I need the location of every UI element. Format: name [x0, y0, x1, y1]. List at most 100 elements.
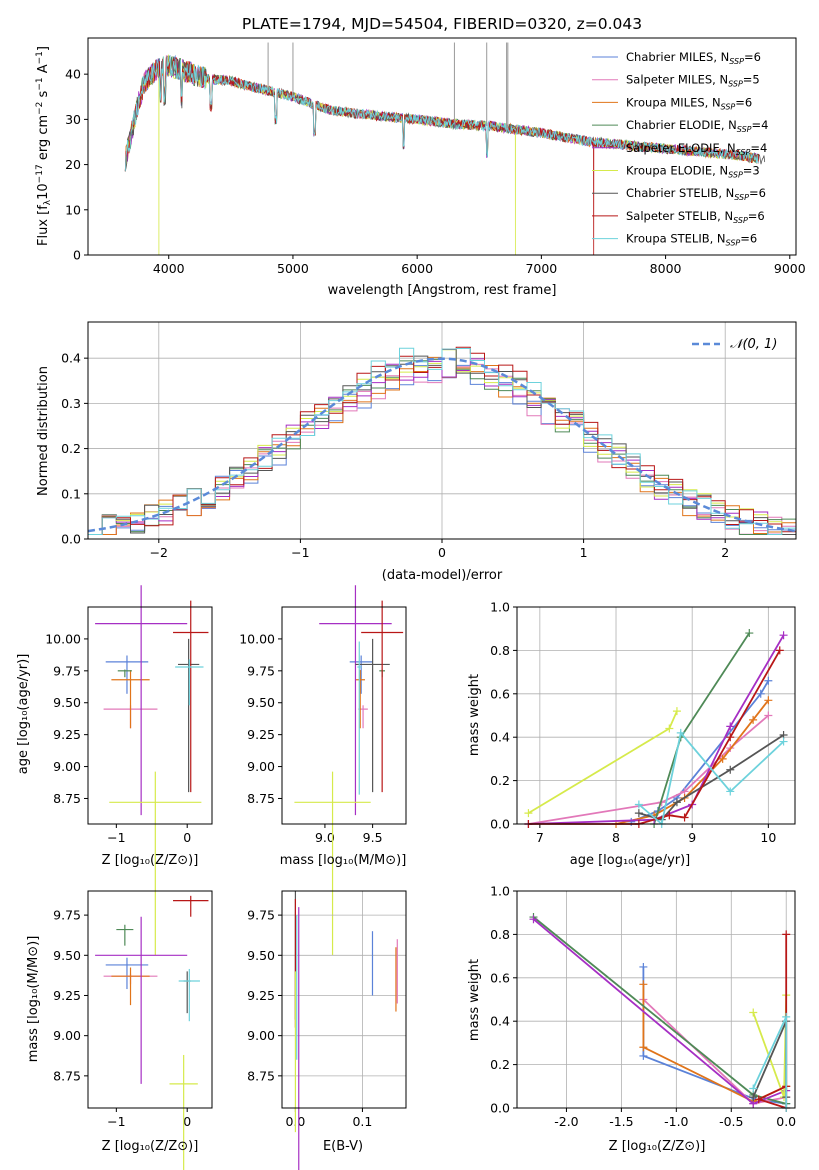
mass-vs-ebv-panel: 0.0 0.18.759.009.259.509.75 — [247, 890, 407, 1170]
x-tick-label: -1.0 — [664, 1114, 688, 1129]
y-tick-label: 0.2 — [61, 441, 81, 456]
y-tick-label: 8.75 — [247, 791, 275, 806]
y-tick-label: 0 — [73, 248, 81, 263]
y-tick-label: 9.25 — [247, 988, 275, 1003]
y-tick-label: 8.75 — [53, 791, 81, 806]
weight-age-marker — [745, 629, 754, 638]
panel-frame — [87, 890, 213, 1109]
weight-age-marker — [672, 798, 681, 807]
y-tick-label: 0.4 — [490, 1014, 510, 1029]
gaussian-curve — [87, 357, 797, 533]
y-tick-label: 8.75 — [53, 1068, 81, 1083]
residual-grid: −2 −1 0 1 2 0.0 0.1 0.2 0.3 0.4 — [61, 322, 796, 560]
weight-age-marker — [672, 707, 681, 716]
x-tick-label: -2.0 — [554, 1114, 578, 1129]
x-tick-label: 6000 — [401, 261, 433, 276]
weight-Z-marker — [639, 1043, 648, 1052]
y-tick-label: 0.4 — [490, 730, 510, 745]
weight-age-marker — [665, 811, 674, 820]
p7-xlabel: E(B-V) — [323, 1139, 363, 1154]
y-tick-label: 9.75 — [53, 663, 81, 678]
weight-age-marker — [718, 754, 727, 763]
weight-age-marker — [749, 715, 758, 724]
y-tick-label: 9.50 — [53, 948, 81, 963]
weight-age-marker — [634, 800, 643, 809]
x-tick-label: -0.5 — [719, 1114, 743, 1129]
gauss-legend-label: 𝒩(0, 1) — [730, 337, 777, 352]
y-tick-label: 0.3 — [61, 396, 81, 411]
y-tick-label: 10.00 — [239, 631, 275, 646]
y-tick-label: 9.00 — [53, 759, 81, 774]
y-tick-label: 9.75 — [53, 908, 81, 923]
y-tick-label: 9.00 — [53, 1028, 81, 1043]
weight-Z-marker — [749, 1008, 758, 1017]
weight-vs-Z-panel: -2.0 -1.5 -1.0 -0.5 0.0 0.0 0.2 0.4 0.6 0.8 1.0 — [490, 884, 796, 1130]
x-tick-label: 0 — [183, 830, 191, 845]
x-tick-label: −1 — [107, 1114, 125, 1129]
weight-age-marker — [756, 689, 765, 698]
panel-frame — [516, 890, 796, 1109]
x-tick-label: −2 — [150, 545, 168, 560]
weight-Z-marker — [782, 930, 791, 939]
y-tick-label: 0.0 — [490, 817, 510, 832]
hist-kroupa-stelib — [88, 347, 796, 535]
y-tick-label: 9.75 — [247, 908, 275, 923]
residual-xlabel: (data-model)/error — [382, 568, 503, 583]
x-tick-label: 0 — [438, 545, 446, 560]
y-tick-label: 0.2 — [490, 1057, 510, 1072]
x-tick-label: 9.5 — [363, 830, 383, 845]
p8-ylabel: mass weight — [467, 959, 482, 1041]
y-tick-label: 0.6 — [490, 686, 510, 701]
y-tick-label: 9.25 — [247, 727, 275, 742]
y-tick-label: 9.50 — [247, 695, 275, 710]
legend-label-kroupa-miles: Kroupa MILES, NSSP=6 — [626, 95, 752, 111]
y-tick-label: 0.0 — [490, 1101, 510, 1116]
weight-Z-marker — [529, 915, 538, 924]
y-tick-label: 0.8 — [490, 927, 510, 942]
p8-xlabel: Z [log₁₀(Z/Z⊙)] — [609, 1139, 706, 1154]
y-tick-label: 9.00 — [247, 759, 275, 774]
legend-label-salpeter-miles: Salpeter MILES, NSSP=5 — [626, 73, 760, 89]
weight-age-marker — [779, 737, 788, 746]
weight-Z-marker — [639, 980, 648, 989]
legend-label-chabrier-stelib: Chabrier STELIB, NSSP=6 — [626, 186, 766, 202]
x-tick-label: 8 — [612, 830, 620, 845]
x-tick-label: −1 — [291, 545, 309, 560]
y-tick-label: 20 — [65, 157, 81, 172]
y-tick-label: 8.75 — [247, 1068, 275, 1083]
p5-xlabel: age [log₁₀(age/yr)] — [570, 853, 691, 868]
x-tick-label: 8000 — [650, 261, 682, 276]
weight-age-marker — [726, 733, 735, 742]
weight-age-marker — [764, 676, 773, 685]
weight-Z-marker — [749, 1093, 758, 1102]
weight-age-line-kroupa-miles — [615, 699, 770, 825]
y-tick-label: 10.00 — [45, 631, 81, 646]
p3-xlabel: Z [log₁₀(Z/Z⊙)] — [102, 853, 199, 868]
spectrum-frame — [87, 37, 797, 256]
weight-age-marker — [764, 696, 773, 705]
spectrum-series — [124, 42, 766, 255]
x-tick-label: 0.0 — [776, 1114, 796, 1129]
weight-age-marker — [680, 813, 689, 822]
y-tick-label: 9.00 — [247, 1028, 275, 1043]
residual-histograms — [87, 346, 797, 535]
y-tick-label: 0.6 — [490, 970, 510, 985]
y-tick-label: 10 — [65, 202, 81, 217]
x-tick-label: 9 — [688, 830, 696, 845]
x-tick-label: 0.1 — [352, 1114, 372, 1129]
x-tick-label: 5000 — [277, 261, 309, 276]
p6-ylabel: mass [log₁₀(M/M⊙)] — [26, 936, 41, 1063]
y-tick-label: 0.8 — [490, 643, 510, 658]
x-tick-label: 1 — [580, 545, 588, 560]
age-vs-mass-panel: 9.0 9.5 8.75 9.00 9.25 9.50 9.75 10.00 — [239, 585, 407, 956]
weight-age-marker — [775, 646, 784, 655]
legend-label-salpeter-elodie: Salpeter ELODIE, NSSP=4 — [626, 141, 767, 157]
spectrum-xlabel: wavelength [Angstrom, rest frame] — [328, 283, 557, 298]
mass-vs-Z-panel: −1 0 8.75 9.00 9.25 9.50 9.75 — [53, 890, 213, 1170]
p4-xlabel: mass [log₁₀(M/M⊙)] — [280, 853, 407, 868]
weight-age-marker — [726, 722, 735, 731]
legend-label-salpeter-stelib: Salpeter STELIB, NSSP=6 — [626, 209, 765, 225]
age-vs-Z-panel: −1 0 8.75 9.00 9.25 9.50 9.75 10.00 — [45, 585, 213, 956]
legend-label-chabrier-miles: Chabrier MILES, NSSP=6 — [626, 50, 761, 66]
p3-ylabel: age [log₁₀(age/yr)] — [16, 654, 31, 775]
